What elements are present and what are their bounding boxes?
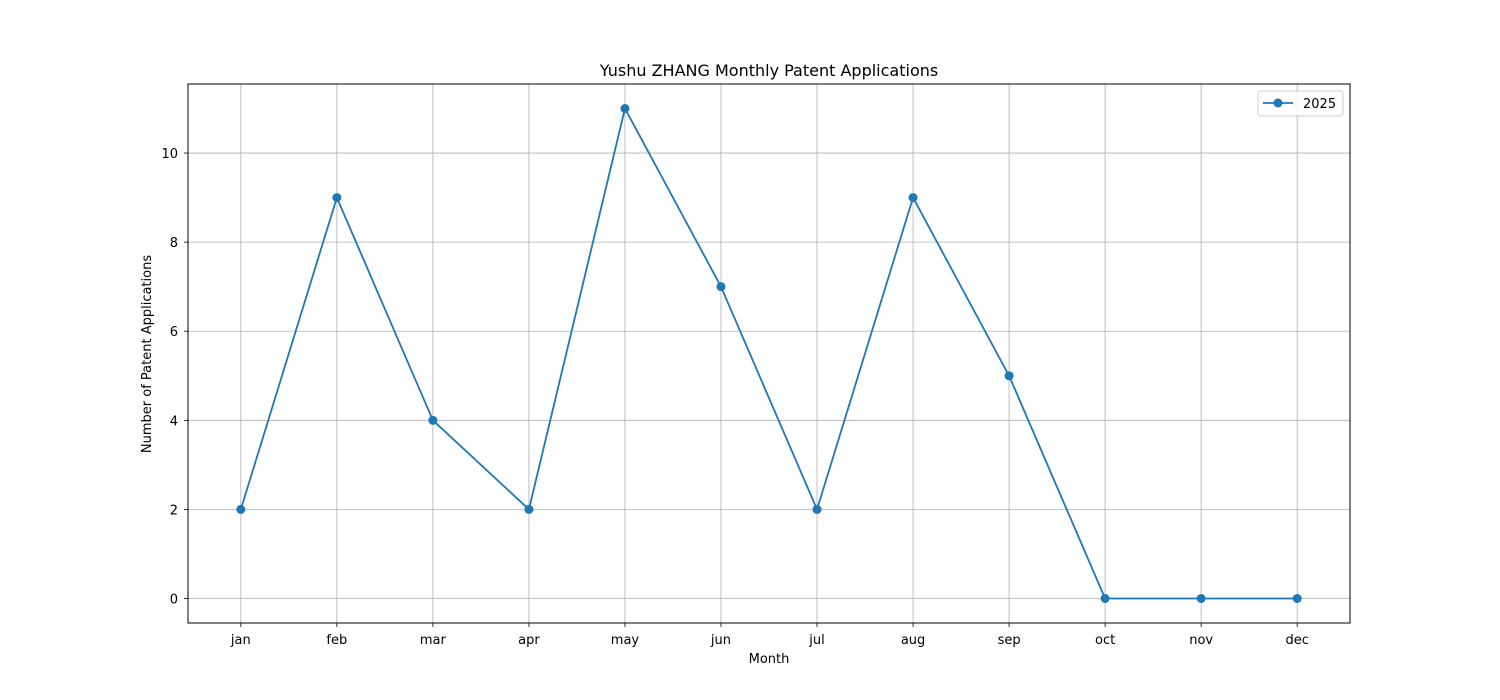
x-tick-label-feb: feb [326,633,347,648]
data-point-nov [1197,594,1206,603]
y-tick-label-6: 6 [170,325,178,340]
data-point-sep [1005,371,1014,380]
x-tick-label-dec: dec [1285,633,1308,648]
chart-legend: 2025 [1258,91,1343,116]
legend-marker-swatch [1274,99,1283,108]
data-point-jun [716,282,725,291]
data-point-feb [332,193,341,202]
y-axis-label: Number of Patent Applications [140,255,155,453]
y-tick-label-4: 4 [170,414,178,429]
x-tick-label-jun: jun [710,633,731,648]
data-point-jan [236,505,245,514]
y-tick-label-10: 10 [161,147,178,162]
y-tick-label-0: 0 [170,593,178,608]
x-tick-label-apr: apr [518,633,540,648]
legend-label-2025: 2025 [1303,97,1336,112]
data-point-apr [524,505,533,514]
chart-title: Yushu ZHANG Monthly Patent Applications [599,61,938,80]
y-tick-label-8: 8 [170,236,178,251]
data-point-oct [1101,594,1110,603]
x-tick-label-may: may [611,633,640,648]
x-tick-label-oct: oct [1095,633,1115,648]
y-tick-label-2: 2 [170,503,178,518]
x-tick-label-mar: mar [420,633,447,648]
x-tick-label-sep: sep [998,633,1021,648]
x-tick-label-jul: jul [808,633,824,648]
data-point-aug [909,193,918,202]
data-point-may [620,104,629,113]
data-point-dec [1293,594,1302,603]
data-point-mar [428,416,437,425]
data-point-jul [813,505,822,514]
x-axis-label: Month [749,652,790,667]
x-tick-label-jan: jan [230,633,251,648]
x-tick-label-aug: aug [901,633,925,648]
x-tick-label-nov: nov [1189,633,1213,648]
